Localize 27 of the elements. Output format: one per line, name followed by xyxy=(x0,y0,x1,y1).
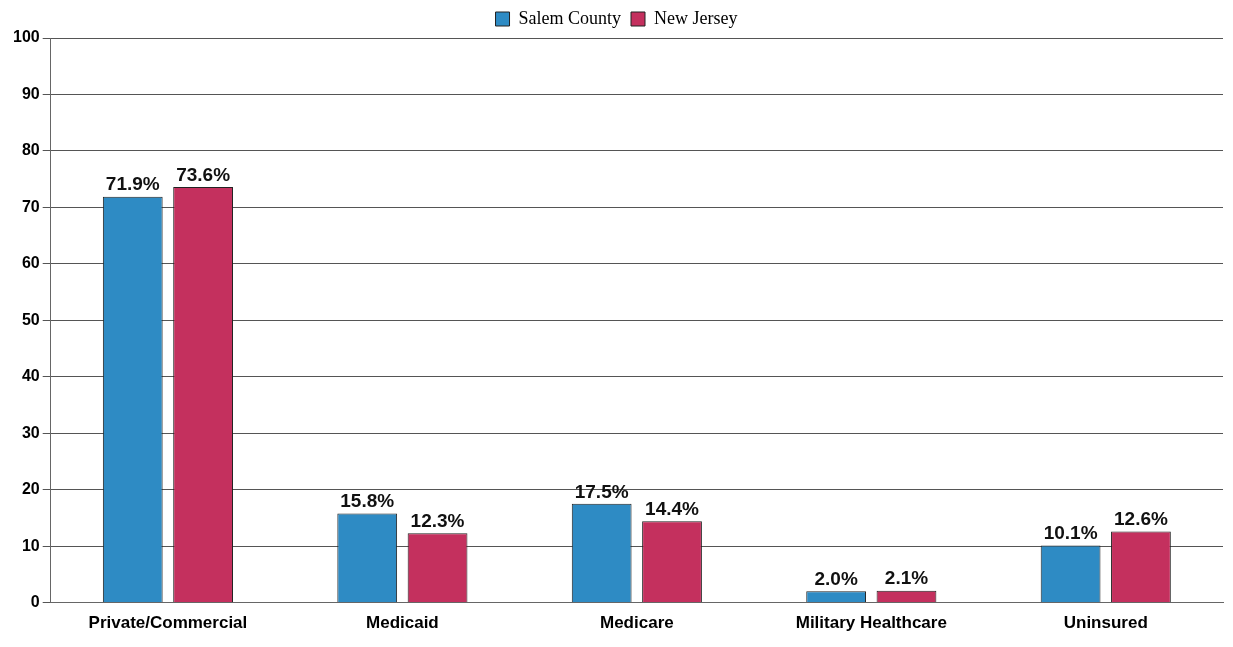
data-label: 15.8% xyxy=(340,490,395,512)
x-tick-label: Medicare xyxy=(600,613,674,633)
x-tick-label: Private/Commercial xyxy=(88,613,248,633)
y-tick-label: 10 xyxy=(21,536,40,554)
data-label: 71.9% xyxy=(105,173,160,195)
data-label: 2.1% xyxy=(884,567,929,589)
y-tick-label: 80 xyxy=(21,141,40,159)
x-tick-label: Uninsured xyxy=(1063,613,1148,633)
data-label: 73.6% xyxy=(176,163,231,185)
y-tick-label: 50 xyxy=(21,310,40,328)
data-label: 14.4% xyxy=(645,498,700,520)
data-label: 10.1% xyxy=(1043,522,1098,544)
x-tick-label: Military Healthcare xyxy=(795,613,947,633)
data-label: 12.6% xyxy=(1114,508,1168,530)
y-tick-label: 100 xyxy=(12,28,40,46)
y-tick-label: 30 xyxy=(21,423,40,441)
y-tick-label: 90 xyxy=(21,84,40,102)
y-tick-label: 0 xyxy=(30,593,40,611)
y-tick-label: 40 xyxy=(21,367,40,385)
x-tick-label: Medicaid xyxy=(366,613,439,633)
legend-label: New Jersey xyxy=(654,7,738,28)
legend-label: Salem County xyxy=(518,7,622,28)
data-label: 2.0% xyxy=(814,568,858,590)
y-tick-label: 60 xyxy=(21,254,40,272)
y-tick-label: 70 xyxy=(21,197,40,215)
data-label: 12.3% xyxy=(410,509,465,531)
y-tick-label: 20 xyxy=(21,480,40,498)
